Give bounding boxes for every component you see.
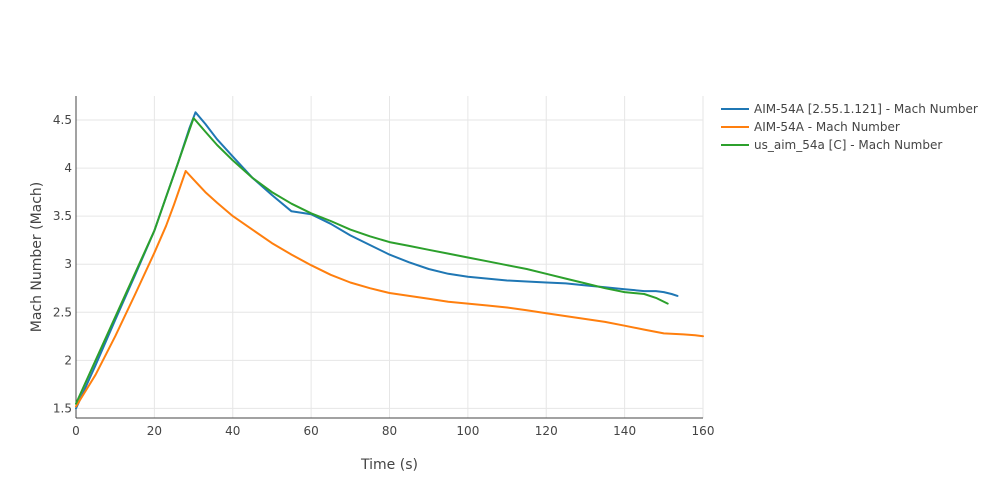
y-tick-label: 3 <box>64 257 72 271</box>
legend-label: AIM-54A - Mach Number <box>754 120 900 134</box>
series-line-2 <box>75 170 704 408</box>
x-tick-label: 120 <box>535 424 558 438</box>
tick-labels: 0 20 40 60 80 100 120 140 160 1.5 2 2.5 3 3.5 4 4.5 <box>53 113 715 438</box>
x-tick-label: 140 <box>613 424 636 438</box>
series-line-1 <box>75 111 679 410</box>
x-tick-label: 20 <box>147 424 162 438</box>
y-axis-title: Mach Number (Mach) <box>29 182 45 333</box>
legend-item-2[interactable]: AIM-54A - Mach Number <box>721 120 900 134</box>
legend[interactable]: AIM-54A [2.55.1.121] - Mach Number AIM-54… <box>721 102 978 152</box>
x-tick-label: 80 <box>382 424 397 438</box>
y-tick-label: 1.5 <box>53 401 72 415</box>
series-lines <box>75 111 704 410</box>
y-tick-label: 2.5 <box>53 305 72 319</box>
y-tick-label: 2 <box>64 353 72 367</box>
x-tick-label: 0 <box>72 424 80 438</box>
axes <box>75 96 703 419</box>
y-tick-label: 3.5 <box>53 209 72 223</box>
x-tick-label: 100 <box>456 424 479 438</box>
x-axis-title: Time (s) <box>360 457 418 473</box>
y-tick-label: 4 <box>64 161 72 175</box>
legend-item-1[interactable]: AIM-54A [2.55.1.121] - Mach Number <box>721 102 978 116</box>
x-tick-label: 160 <box>692 424 715 438</box>
series-line-3 <box>75 117 669 405</box>
legend-item-3[interactable]: us_aim_54a [C] - Mach Number <box>721 138 942 152</box>
x-tick-label: 60 <box>303 424 318 438</box>
x-tick-label: 40 <box>225 424 240 438</box>
grid-lines <box>76 96 704 418</box>
y-tick-label: 4.5 <box>53 113 72 127</box>
legend-label: AIM-54A [2.55.1.121] - Mach Number <box>754 102 978 116</box>
legend-label: us_aim_54a [C] - Mach Number <box>754 138 942 152</box>
